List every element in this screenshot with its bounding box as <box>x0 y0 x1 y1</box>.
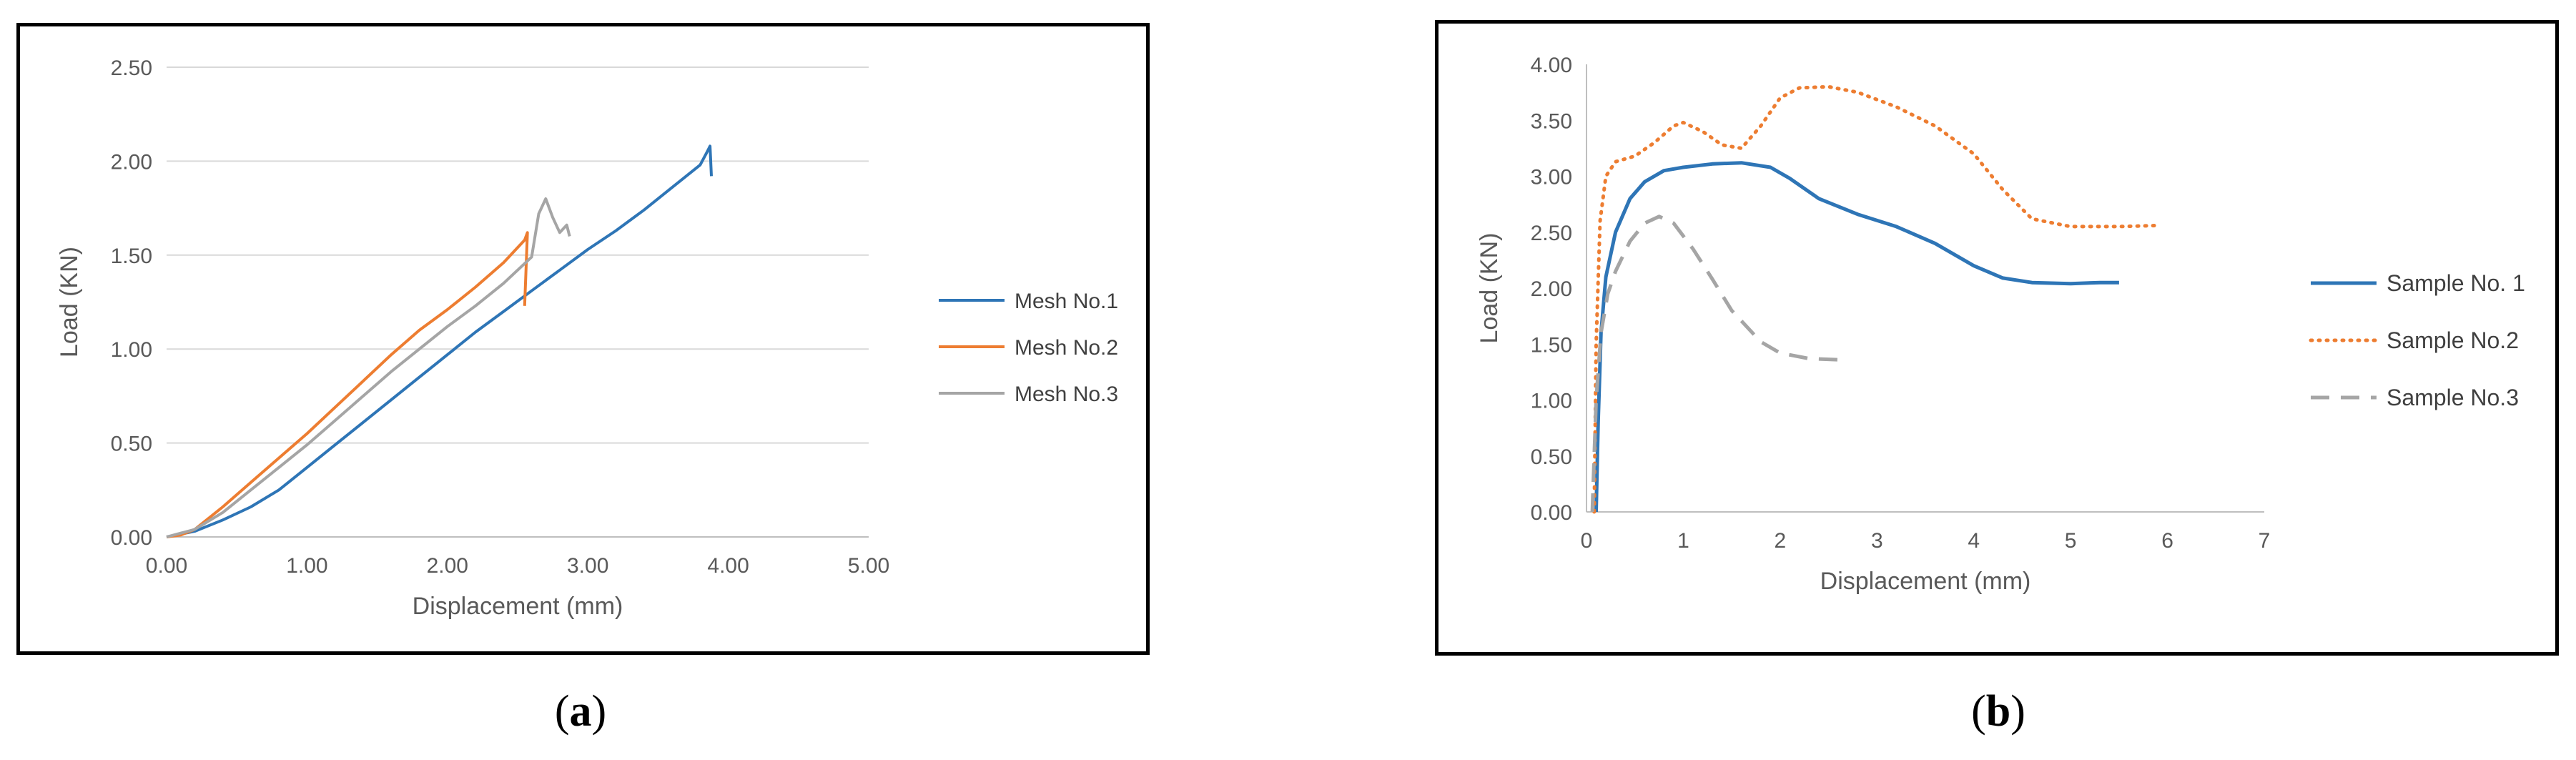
y-tick-label: 1.50 <box>111 245 152 268</box>
legend-label-2: Sample No.2 <box>2387 327 2519 353</box>
x-tick-label: 1.00 <box>286 554 327 578</box>
y-tick-label: 3.00 <box>1531 166 1572 189</box>
y-axis-title: Load (KN) <box>56 247 83 357</box>
x-tick-label: 5.00 <box>848 554 889 578</box>
chart-panel-a: 0.00 0.50 1.00 1.50 2.00 2.50 0.00 1.00 2.00 3.00… <box>16 23 1150 655</box>
x-tick-label: 3.00 <box>567 554 608 578</box>
y-tick-label: 0.50 <box>111 433 152 456</box>
x-tick-label: 5 <box>2065 529 2077 553</box>
y-tick-label: 2.00 <box>1531 277 1572 301</box>
x-axis-title: Displacement (mm) <box>1820 568 2031 595</box>
x-tick-label: 7 <box>2259 529 2271 553</box>
chart-panel-b: 0.00 0.50 1.00 1.50 2.00 2.50 3.00 3.50 4.00 0 1 2 3… <box>1435 20 2559 656</box>
legend-label-3: Sample No.3 <box>2387 385 2519 410</box>
x-tick-label: 4.00 <box>707 554 749 578</box>
x-tick-label: 0 <box>1581 529 1593 553</box>
y-axis-title: Load (KN) <box>1476 233 1503 344</box>
x-tick-label: 1 <box>1677 529 1689 553</box>
x-tick-label: 3 <box>1871 529 1883 553</box>
y-tick-label: 4.00 <box>1531 54 1572 77</box>
x-tick-label: 2 <box>1775 529 1787 553</box>
series-line-2 <box>166 231 529 538</box>
x-tick-label: 2.00 <box>427 554 468 578</box>
legend-label-1: Mesh No.1 <box>1015 290 1118 313</box>
x-tick-label: 0.00 <box>146 554 187 578</box>
chart-b-svg: 0.00 0.50 1.00 1.50 2.00 2.50 3.00 3.50 4.00 0 1 2 3… <box>1476 54 2525 595</box>
x-axis-title: Displacement (mm) <box>413 593 623 620</box>
legend-label-3: Mesh No.3 <box>1015 383 1118 406</box>
y-tick-label: 0.00 <box>111 526 152 550</box>
x-tick-label: 4 <box>1968 529 1980 553</box>
caption-b-label: b <box>1985 687 2011 736</box>
series-line-1 <box>166 144 713 538</box>
series-line-1 <box>1594 161 2119 513</box>
series-line-3 <box>1590 214 1839 513</box>
caption-a-label: a <box>569 687 592 736</box>
y-tick-label: 0.50 <box>1531 445 1572 469</box>
y-tick-label: 2.50 <box>1531 222 1572 245</box>
y-tick-label: 0.00 <box>1531 501 1572 525</box>
series-line-2 <box>1592 84 2160 514</box>
y-tick-label: 1.50 <box>1531 333 1572 357</box>
y-tick-label: 2.50 <box>111 56 152 80</box>
y-tick-label: 2.00 <box>111 150 152 174</box>
y-tick-label: 1.00 <box>1531 390 1572 413</box>
y-tick-label: 1.00 <box>111 338 152 362</box>
caption-a: (a) <box>554 687 607 736</box>
y-tick-label: 3.50 <box>1531 109 1572 133</box>
legend-label-2: Mesh No.2 <box>1015 336 1118 360</box>
x-tick-label: 6 <box>2161 529 2173 553</box>
legend-label-1: Sample No. 1 <box>2387 270 2525 296</box>
caption-b: (b) <box>1971 687 2025 736</box>
series-line-3 <box>166 197 571 538</box>
chart-a-svg: 0.00 0.50 1.00 1.50 2.00 2.50 0.00 1.00 2.00 3.00… <box>56 56 1118 620</box>
